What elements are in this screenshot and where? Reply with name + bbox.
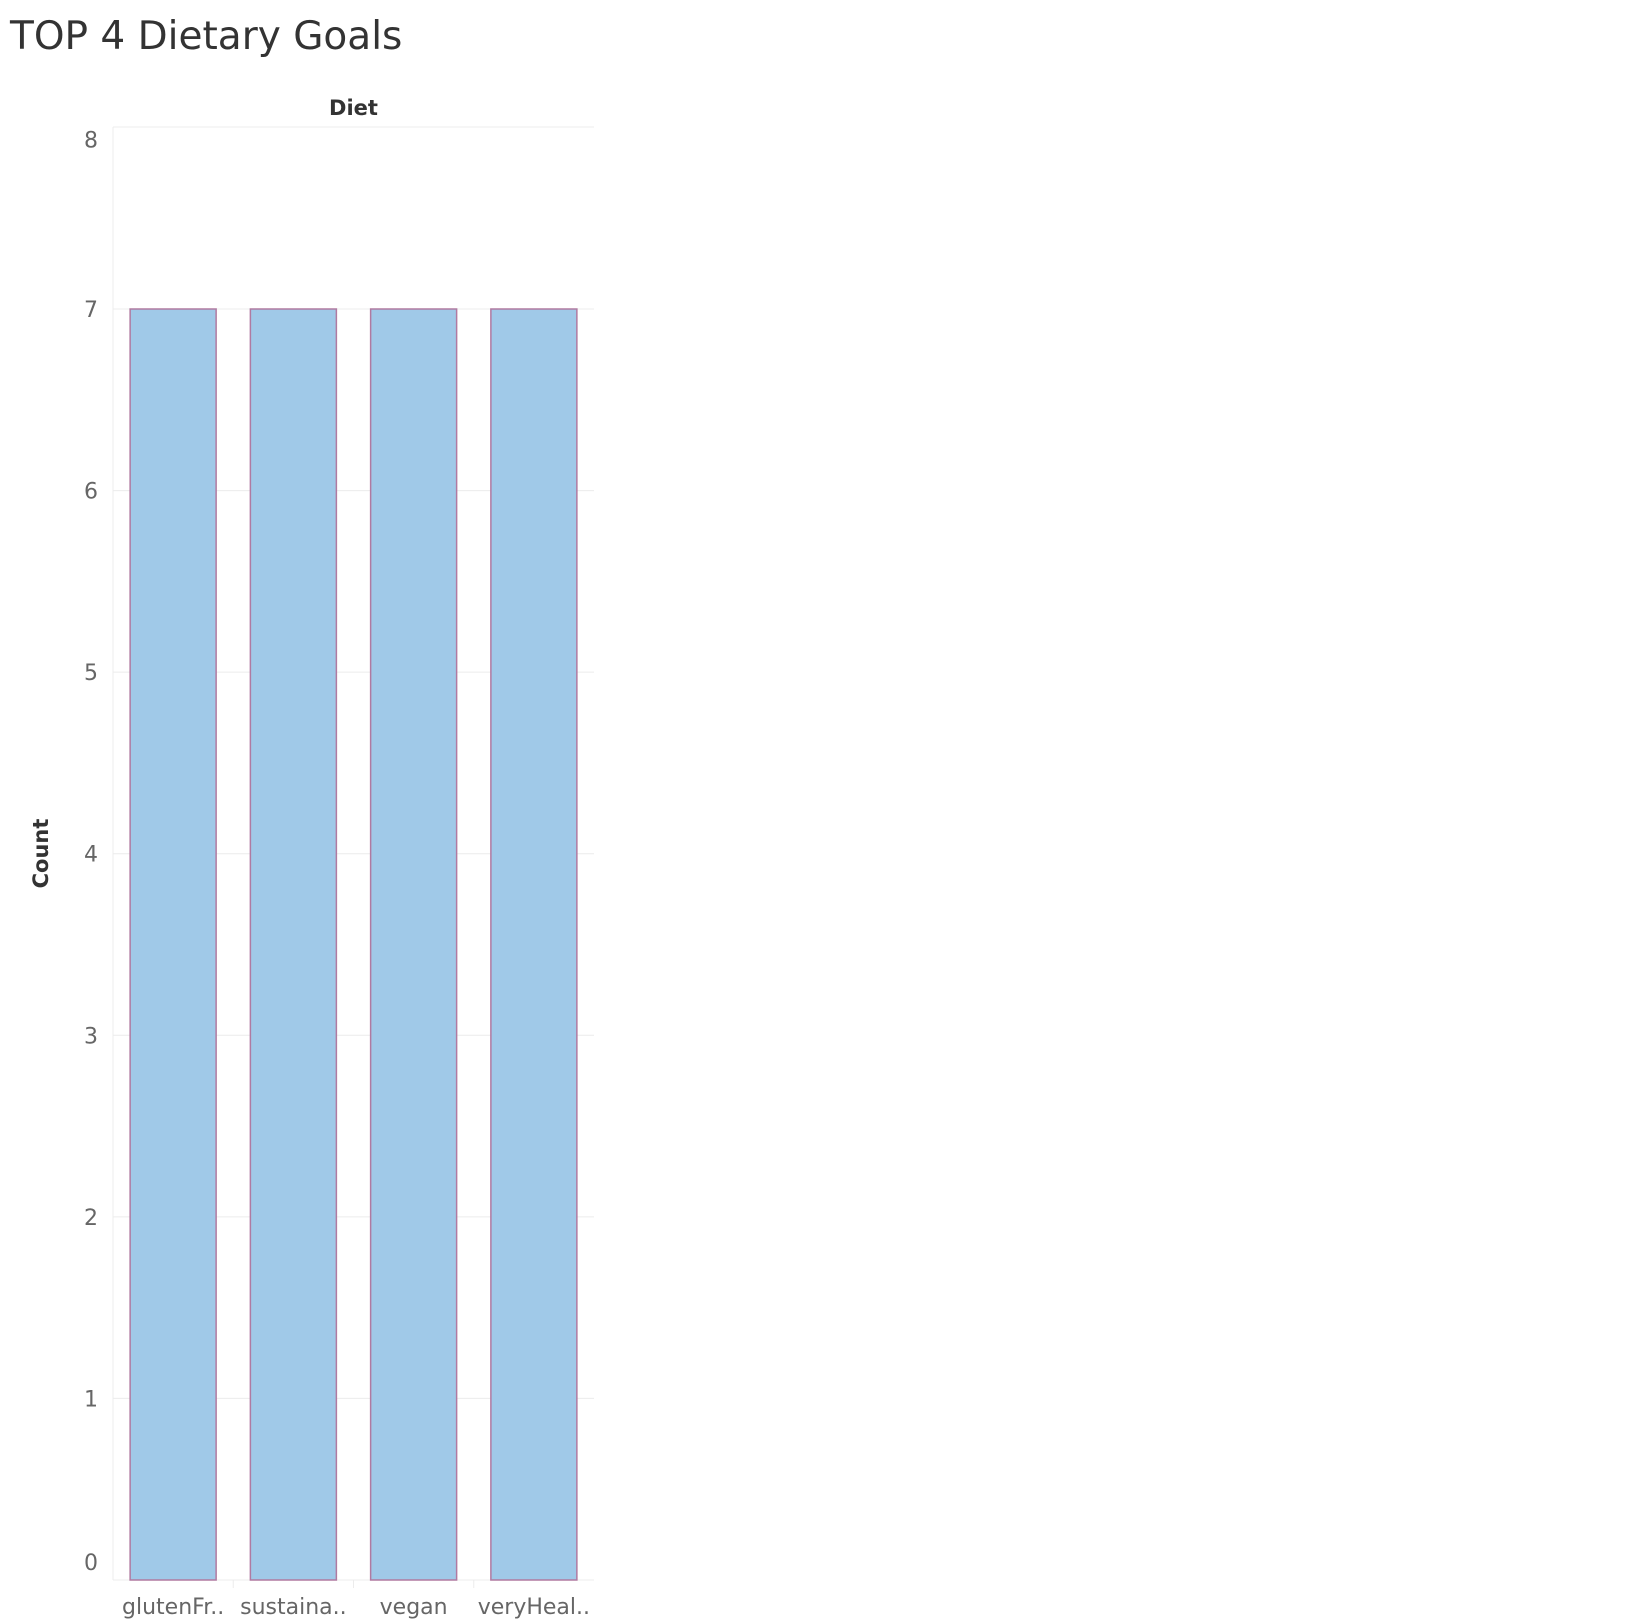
column-header: Diet	[329, 96, 378, 120]
y-tick-label: 4	[84, 843, 98, 868]
x-tick-label: glutenFr..	[122, 1595, 224, 1620]
y-tick-label: 3	[84, 1024, 98, 1049]
bar[interactable]	[129, 308, 217, 1581]
y-axis-title: Count	[29, 819, 53, 889]
y-tick-label: 7	[84, 298, 98, 323]
y-axis-ticks: 0 1 2 3 4 5 6 7 8	[84, 128, 98, 1576]
y-tick-label: 1	[84, 1387, 98, 1412]
x-tick-label: sustaina..	[240, 1595, 347, 1620]
y-tick-label: 0	[84, 1551, 98, 1576]
x-tick-label: vegan	[380, 1595, 448, 1620]
bars	[129, 308, 578, 1581]
y-tick-label: 8	[84, 128, 98, 153]
y-tick-label: 2	[84, 1206, 98, 1231]
y-tick-label: 6	[84, 480, 98, 505]
chart-title: TOP 4 Dietary Goals	[10, 14, 403, 59]
x-axis-ticks: glutenFr.. sustaina.. vegan veryHeal..	[122, 1580, 590, 1620]
y-tick-label: 5	[84, 661, 98, 686]
bar[interactable]	[249, 308, 338, 1581]
bar[interactable]	[369, 308, 458, 1581]
bar[interactable]	[490, 308, 578, 1581]
x-tick-label: veryHeal..	[478, 1595, 590, 1620]
